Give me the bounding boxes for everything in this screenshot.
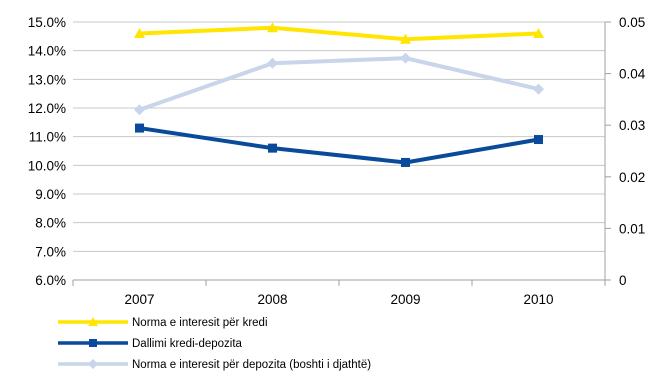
y-left-tick-label: 8.0% xyxy=(35,216,66,231)
x-tick-label: 2009 xyxy=(390,292,420,307)
y-left-tick-label: 14.0% xyxy=(28,44,66,59)
y-left-tick-label: 13.0% xyxy=(28,72,66,87)
legend-entry-3: Norma e interesit për depozita (boshti i… xyxy=(58,359,371,371)
series-lines xyxy=(134,22,544,167)
data-point-marker xyxy=(401,157,410,167)
data-point-marker xyxy=(400,52,411,64)
series-2 xyxy=(135,123,543,167)
y-left-tick-label: 12.0% xyxy=(28,101,66,116)
legend-label: Norma e interesit për kredi xyxy=(132,317,268,329)
data-point-marker xyxy=(533,83,544,95)
y-right-tick-label: 0.04 xyxy=(619,67,646,82)
y-left-tick-label: 6.0% xyxy=(35,273,66,288)
x-tick-label: 2010 xyxy=(523,292,553,307)
series-line xyxy=(139,25,539,42)
y-right-tick-label: 0.01 xyxy=(619,221,645,236)
data-point-marker xyxy=(400,33,411,44)
legend-label: Norma e interesit për depozita (boshti i… xyxy=(132,359,371,371)
y-right-tick-label: 0.03 xyxy=(619,118,645,133)
data-point-marker xyxy=(267,22,278,33)
y-left-tick-label: 15.0% xyxy=(28,15,66,30)
legend: Norma e interesit për kredi Dallimi kredi… xyxy=(58,317,371,371)
x-tick-label: 2007 xyxy=(124,292,154,307)
x-tick-label: 2008 xyxy=(257,292,287,307)
series-1 xyxy=(134,22,544,44)
y-right-tick-label: 0.02 xyxy=(619,170,645,185)
y-right-tick-label: 0.05 xyxy=(619,15,645,30)
data-point-marker xyxy=(267,57,278,69)
legend-entry-2: Dallimi kredi-depozita xyxy=(58,338,243,350)
y-left-tick-label: 10.0% xyxy=(28,158,66,173)
data-point-marker xyxy=(135,123,144,133)
legend-entry-1: Norma e interesit për kredi xyxy=(58,317,268,329)
y-left-tick-label: 11.0% xyxy=(29,130,66,145)
legend-label: Dallimi kredi-depozita xyxy=(132,338,243,350)
series-3 xyxy=(134,52,544,116)
data-point-marker xyxy=(268,143,277,153)
y-left-tick-label: 9.0% xyxy=(35,187,66,202)
series-line xyxy=(139,126,539,165)
axes: 6.0% 7.0% 8.0% 9.0% 10.0% 11.0% 12.0% 13.0% 14.0… xyxy=(28,15,646,307)
data-point-marker xyxy=(88,359,98,369)
data-point-marker xyxy=(134,104,145,116)
series-line xyxy=(138,56,539,112)
data-point-marker xyxy=(533,27,544,38)
data-point-marker xyxy=(89,339,97,347)
gridlines xyxy=(73,21,605,281)
data-point-marker xyxy=(134,27,145,38)
data-point-marker xyxy=(88,317,98,326)
y-right-tick-label: 0 xyxy=(619,273,627,288)
y-left-tick-label: 7.0% xyxy=(35,244,66,259)
data-point-marker xyxy=(534,135,543,145)
